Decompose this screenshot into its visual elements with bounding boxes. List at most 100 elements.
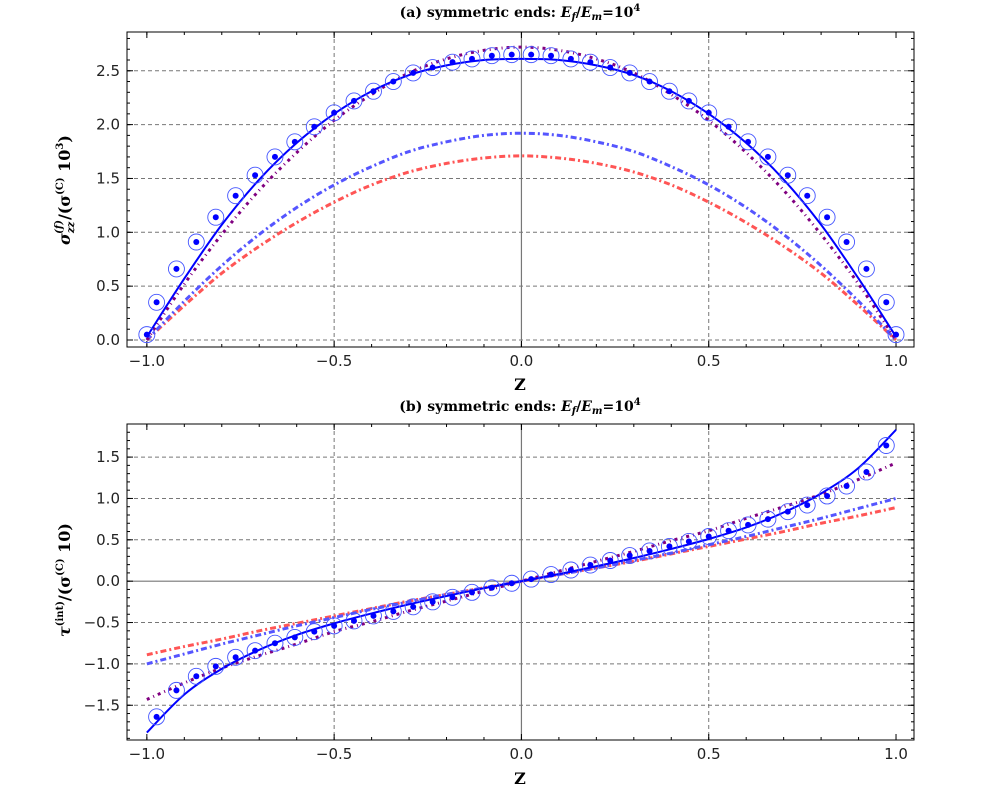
data-point-ring	[483, 579, 501, 597]
x-tick-label: −0.5	[316, 745, 352, 763]
plot-area: −1.0 −0.5 0.0 0.5 1.0 −1.5 −1.0 −0.5 0.0 0.5 1.0 1.…	[84, 423, 915, 763]
data-point-dot	[883, 442, 890, 449]
data-point-dot	[863, 265, 870, 272]
data-point	[739, 133, 757, 151]
data-point-ring	[227, 187, 245, 205]
data-point-ring	[424, 593, 442, 611]
data-point	[365, 607, 382, 625]
data-point-dot	[252, 647, 259, 654]
data-point-dot	[784, 508, 791, 515]
data-point-dot	[725, 123, 732, 130]
data-point-dot	[488, 584, 495, 591]
data-point	[246, 642, 264, 660]
data-point	[621, 547, 639, 564]
data-point-dot	[271, 640, 278, 647]
data-point-dot	[311, 123, 318, 130]
data-point	[345, 612, 363, 630]
data-point-dot	[232, 654, 239, 661]
data-point-dot	[804, 502, 811, 509]
data-point-dot	[607, 557, 614, 564]
data-point-ring	[444, 588, 461, 606]
data-point-dot	[824, 214, 831, 221]
data-point-ring	[325, 617, 343, 635]
data-point-dot	[784, 172, 791, 179]
data-point	[542, 566, 560, 584]
data-point-dot	[824, 492, 831, 499]
data-point-ring	[286, 133, 304, 151]
data-point-ring	[542, 47, 560, 65]
data-point-dot	[350, 97, 357, 104]
data-point-ring	[365, 82, 382, 100]
data-point-dot	[350, 617, 357, 624]
data-point-dot	[548, 571, 555, 578]
data-point-dot	[705, 533, 712, 540]
panel-b-title: (b) symmetric ends: Ef/Em=104	[399, 397, 640, 417]
data-point-ring	[384, 602, 402, 620]
data-point-ring	[877, 437, 895, 454]
panel-a-ylabel: σzz(f)/(σ(C) 103)	[54, 135, 77, 245]
data-point-dot	[745, 138, 752, 145]
x-tick-label: −1.0	[129, 745, 165, 763]
data-point-ring	[503, 574, 521, 592]
y-tick-label: 0.5	[96, 277, 120, 295]
plot-background	[127, 32, 914, 347]
data-point-ring	[857, 463, 875, 481]
data-point	[187, 667, 205, 685]
data-point-dot	[646, 78, 653, 85]
data-point-dot	[646, 547, 653, 554]
data-point	[286, 133, 304, 151]
data-point-ring	[641, 542, 658, 560]
data-point	[660, 82, 678, 100]
data-point-dot	[587, 562, 594, 569]
panel-a: (a) symmetric ends: Ef/Em=104 Z σzz(f)/(…	[54, 3, 915, 394]
y-tick-label: 2.0	[96, 116, 120, 134]
y-tick-label: 0.0	[96, 331, 120, 349]
data-point-dot	[212, 663, 219, 670]
data-point-ring	[680, 92, 698, 110]
data-point-ring	[857, 260, 875, 278]
data-point	[207, 208, 225, 226]
data-point-dot	[883, 299, 890, 306]
series-line-dotted-2	[146, 461, 897, 701]
data-point-dot	[508, 580, 515, 587]
data-point	[720, 118, 738, 136]
data-point-dot	[567, 55, 574, 62]
data-point-ring	[305, 118, 323, 136]
data-point-dot	[232, 192, 239, 199]
data-point-dot	[626, 552, 633, 559]
data-point	[483, 579, 501, 597]
data-point	[798, 496, 816, 514]
data-point-dot	[410, 603, 417, 610]
data-point-ring	[266, 634, 284, 652]
data-point-dot	[488, 52, 495, 59]
data-point-dot	[153, 299, 160, 306]
data-point-dot	[587, 59, 594, 66]
data-point-dot	[153, 713, 160, 720]
data-point	[562, 561, 580, 579]
y-tick-label: −0.5	[84, 614, 120, 632]
data-point	[581, 53, 599, 71]
data-point-dot	[666, 88, 673, 95]
y-tick-label: −1.0	[84, 655, 120, 673]
series-line-solid-3	[146, 429, 897, 734]
data-point-ring	[207, 208, 225, 226]
data-point	[887, 326, 905, 344]
data-point	[365, 82, 382, 100]
data-point	[857, 463, 875, 481]
data-point	[700, 528, 718, 545]
data-point	[660, 537, 678, 555]
data-point-ring	[660, 537, 678, 555]
data-point-ring	[720, 522, 738, 540]
data-point-ring	[838, 233, 856, 251]
data-point-ring	[148, 708, 166, 726]
data-point-dot	[271, 153, 278, 160]
data-point-ring	[246, 642, 264, 660]
data-point-dot	[725, 527, 732, 534]
data-point-dot	[528, 51, 535, 58]
series-group	[138, 45, 905, 344]
y-tick-label: 0.5	[96, 531, 120, 549]
data-point-ring	[138, 326, 156, 344]
data-point-ring	[463, 50, 481, 68]
data-point-ring	[818, 487, 836, 505]
